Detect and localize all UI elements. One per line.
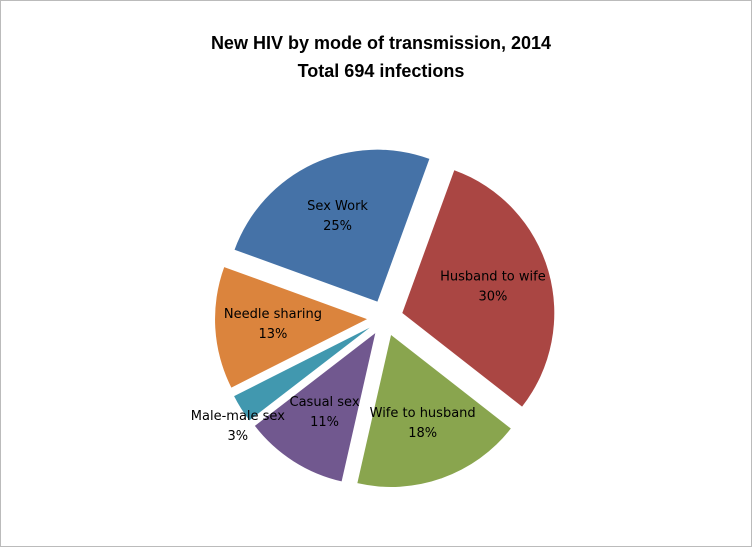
chart-subtitle: Total 694 infections (298, 61, 465, 81)
slice-label: Husband to wife (440, 270, 546, 285)
slice-value-label: 30% (478, 290, 507, 305)
pie-slice (402, 170, 555, 407)
slice-label: Needle sharing (224, 307, 322, 322)
pie-slice (357, 334, 511, 487)
slice-value-label: 11% (310, 415, 339, 430)
chart-title: New HIV by mode of transmission, 2014 (211, 33, 551, 53)
slice-label: Wife to husband (370, 406, 476, 421)
slice-value-label: 3% (228, 429, 249, 444)
slice-label: Sex Work (307, 199, 368, 214)
slice-value-label: 18% (408, 426, 437, 441)
slice-value-label: 25% (323, 219, 352, 234)
pie-slice (234, 327, 370, 421)
slice-label: Casual sex (290, 395, 360, 410)
slice-label: Male-male sex (191, 409, 285, 424)
pie-slice (215, 267, 368, 388)
slice-value-label: 13% (259, 327, 288, 342)
pie-slice (254, 333, 376, 482)
pie-slice (234, 149, 430, 302)
